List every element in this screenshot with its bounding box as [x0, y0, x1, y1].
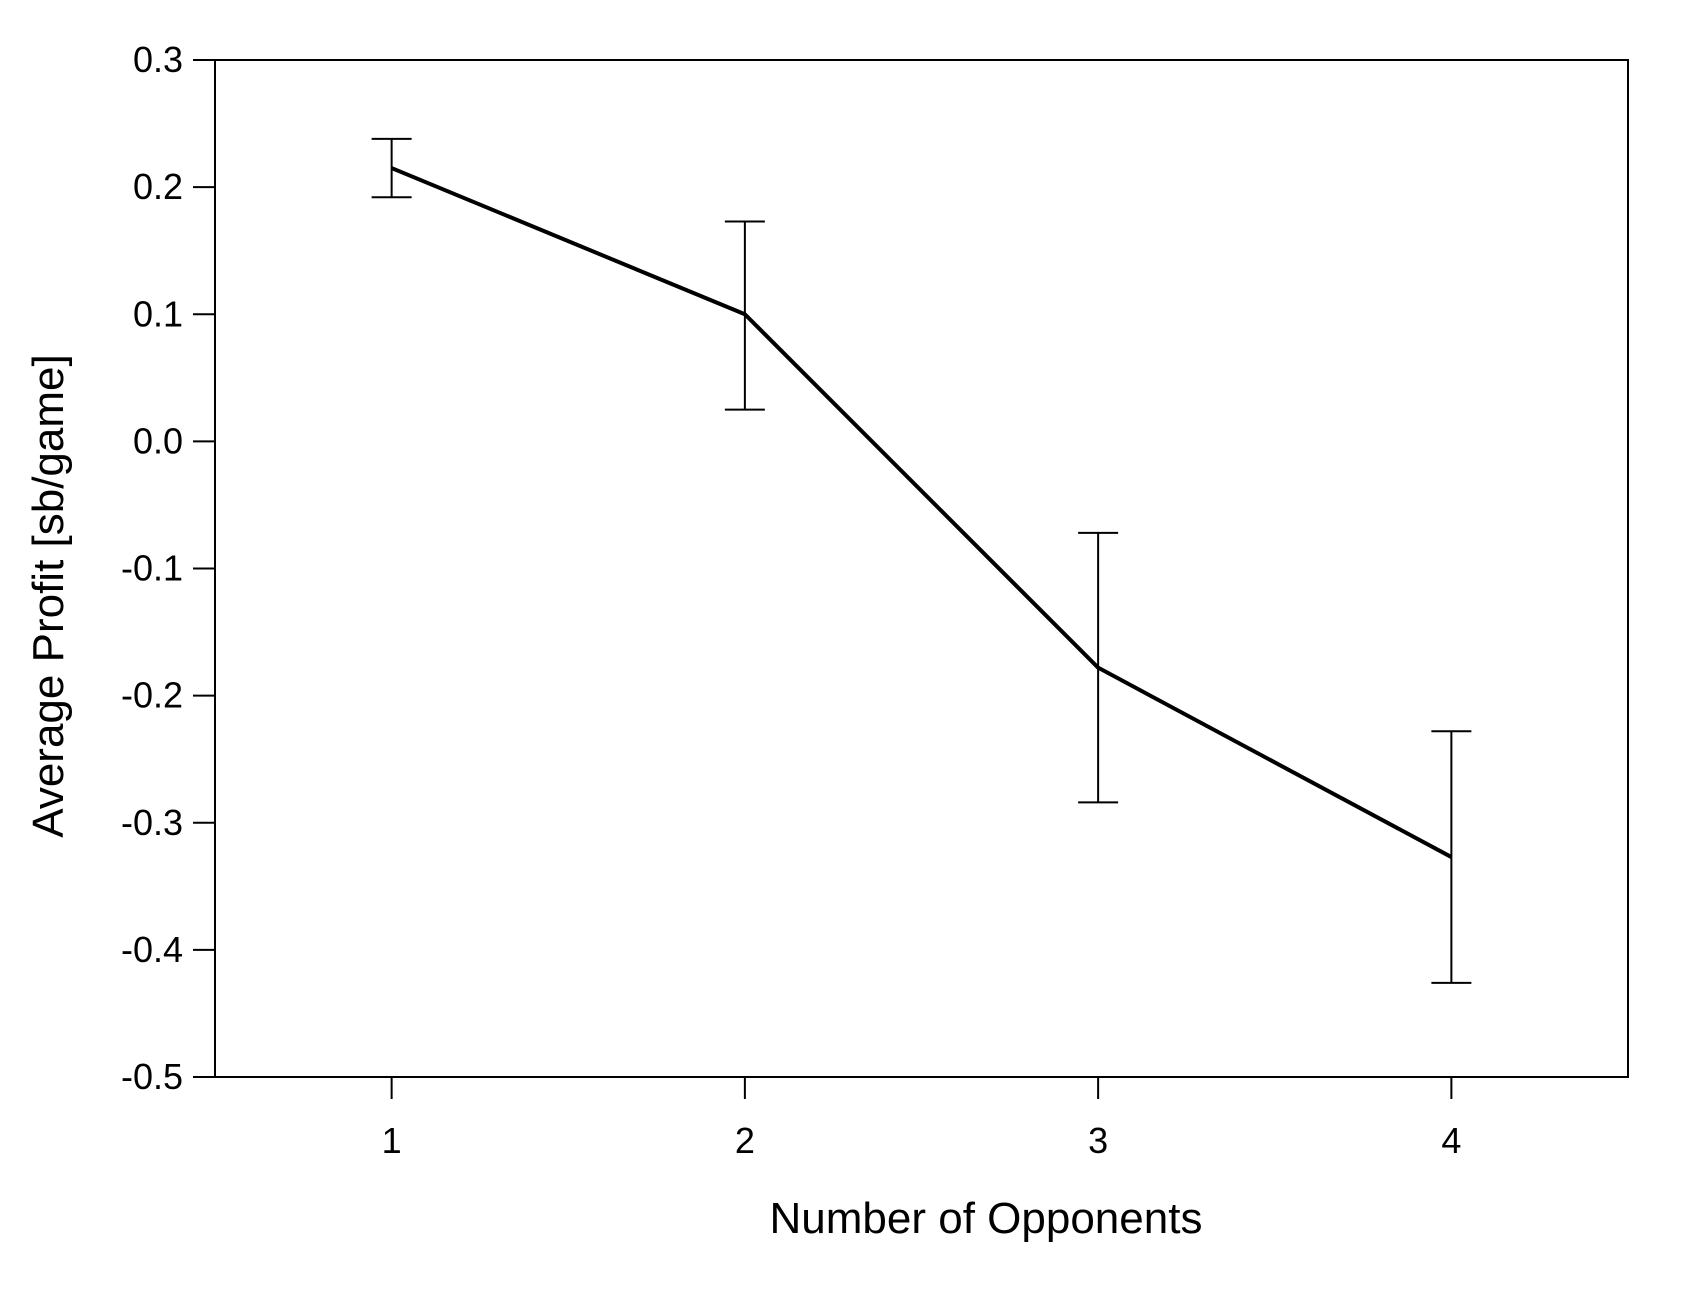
x-tick-label: 2	[735, 1120, 755, 1161]
y-tick-label: 0.0	[133, 420, 183, 461]
y-tick-label: 0.2	[133, 166, 183, 207]
plot-frame	[214, 59, 1629, 1078]
x-tick-label: 4	[1441, 1120, 1461, 1161]
y-tick-label: -0.4	[121, 929, 183, 970]
y-tick-label: 0.3	[133, 39, 183, 80]
x-axis: 1 2 3 4	[382, 1077, 1461, 1161]
x-axis-title: Number of Opponents	[770, 1194, 1203, 1243]
series-lines	[390, 166, 1453, 859]
y-tick-label: -0.1	[121, 548, 183, 589]
series-line	[390, 166, 1453, 859]
x-tick-label: 3	[1088, 1120, 1108, 1161]
y-tick-label: -0.3	[121, 802, 183, 843]
y-tick-label: -0.2	[121, 675, 183, 716]
y-axis: 0.3 0.2 0.1 0.0 -0.1 -0.2 -0.3 -0.4 -0.5	[121, 39, 215, 1097]
error-bars	[371, 137, 1472, 984]
x-tick-label: 1	[382, 1120, 402, 1161]
y-tick-label: 0.1	[133, 293, 183, 334]
y-axis-title: Average Profit [sb/game]	[24, 354, 73, 837]
y-tick-label: -0.5	[121, 1056, 183, 1097]
